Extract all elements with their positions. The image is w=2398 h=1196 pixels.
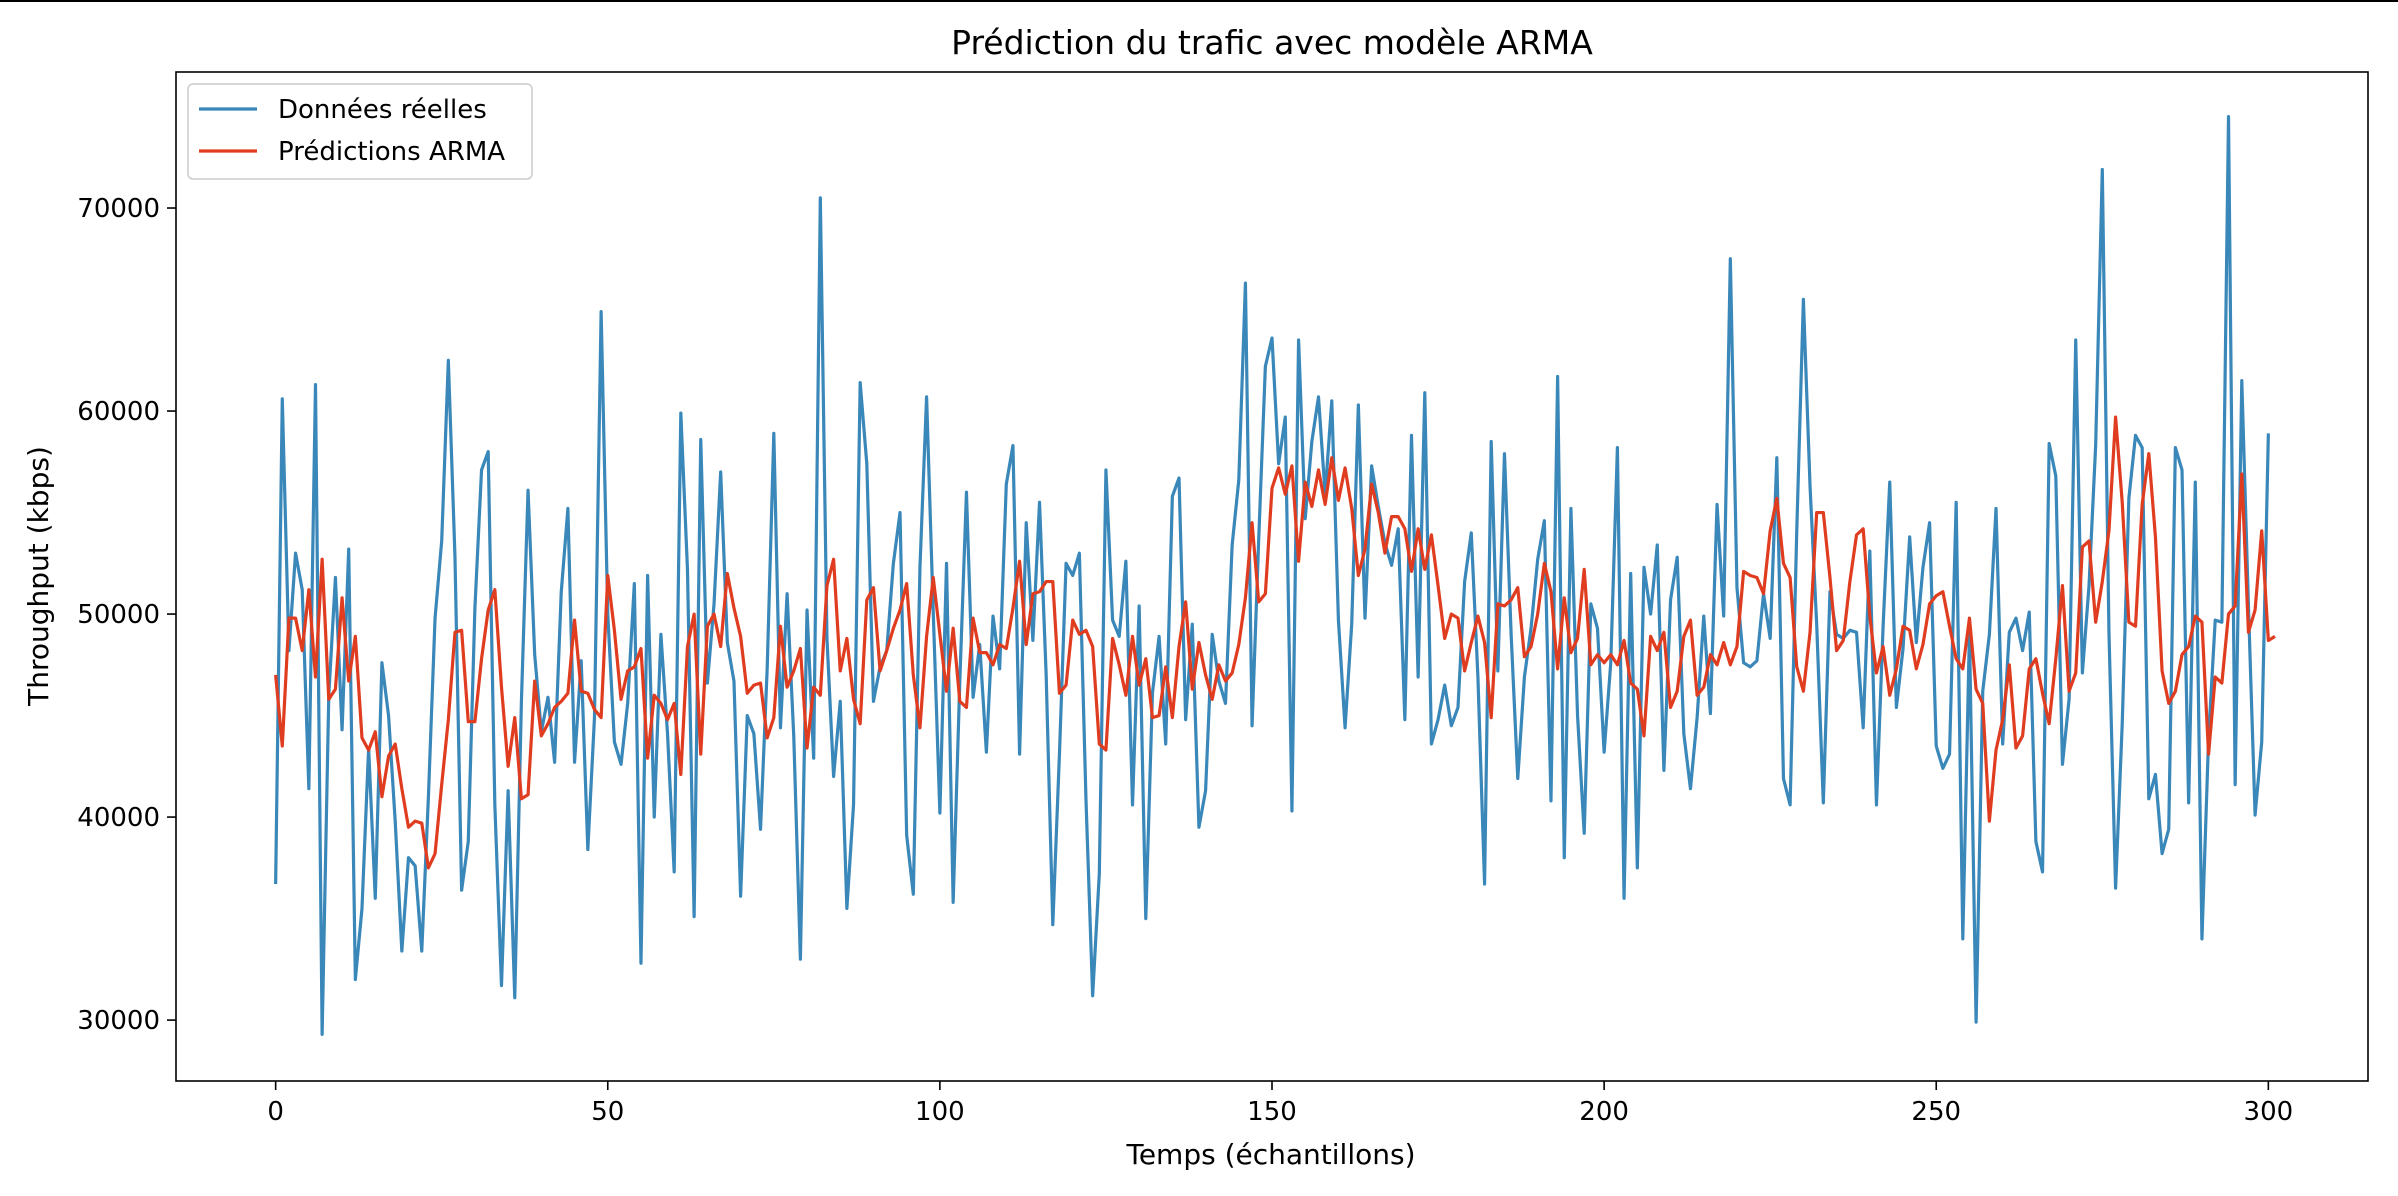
legend-label-donnees-reelles: Données réelles <box>278 95 487 125</box>
x-tick-label: 150 <box>1247 1097 1297 1127</box>
y-tick-label: 30000 <box>77 1006 160 1036</box>
x-tick-label: 300 <box>2244 1097 2294 1127</box>
series-line-donnees-reelles <box>274 115 2270 1036</box>
y-tick-label: 40000 <box>77 803 160 833</box>
x-tick-label: 200 <box>1579 1097 1629 1127</box>
y-axis-label: Throughput (kbps) <box>22 446 55 707</box>
plot-area <box>274 115 2276 1036</box>
x-tick-label: 50 <box>591 1097 624 1127</box>
x-tick-label: 100 <box>915 1097 965 1127</box>
x-tick-label: 250 <box>1911 1097 1961 1127</box>
x-tick-label: 0 <box>267 1097 284 1127</box>
legend-box <box>187 83 533 180</box>
chart-title: Prédiction du trafic avec modèle ARMA <box>951 23 1593 62</box>
y-tick-label: 60000 <box>77 397 160 427</box>
y-axis: 30000 40000 50000 60000 70000 <box>77 194 176 1036</box>
legend-label-predictions-arma: Prédictions ARMA <box>278 137 505 167</box>
x-axis-label: Temps (échantillons) <box>1125 1138 1415 1171</box>
legend: Données réelles Prédictions ARMA <box>187 83 533 180</box>
x-axis: 0 50 100 150 200 250 300 <box>267 1081 2293 1127</box>
series-line-predictions-arma <box>274 415 2276 870</box>
y-tick-label: 70000 <box>77 194 160 224</box>
y-tick-label: 50000 <box>77 600 160 630</box>
